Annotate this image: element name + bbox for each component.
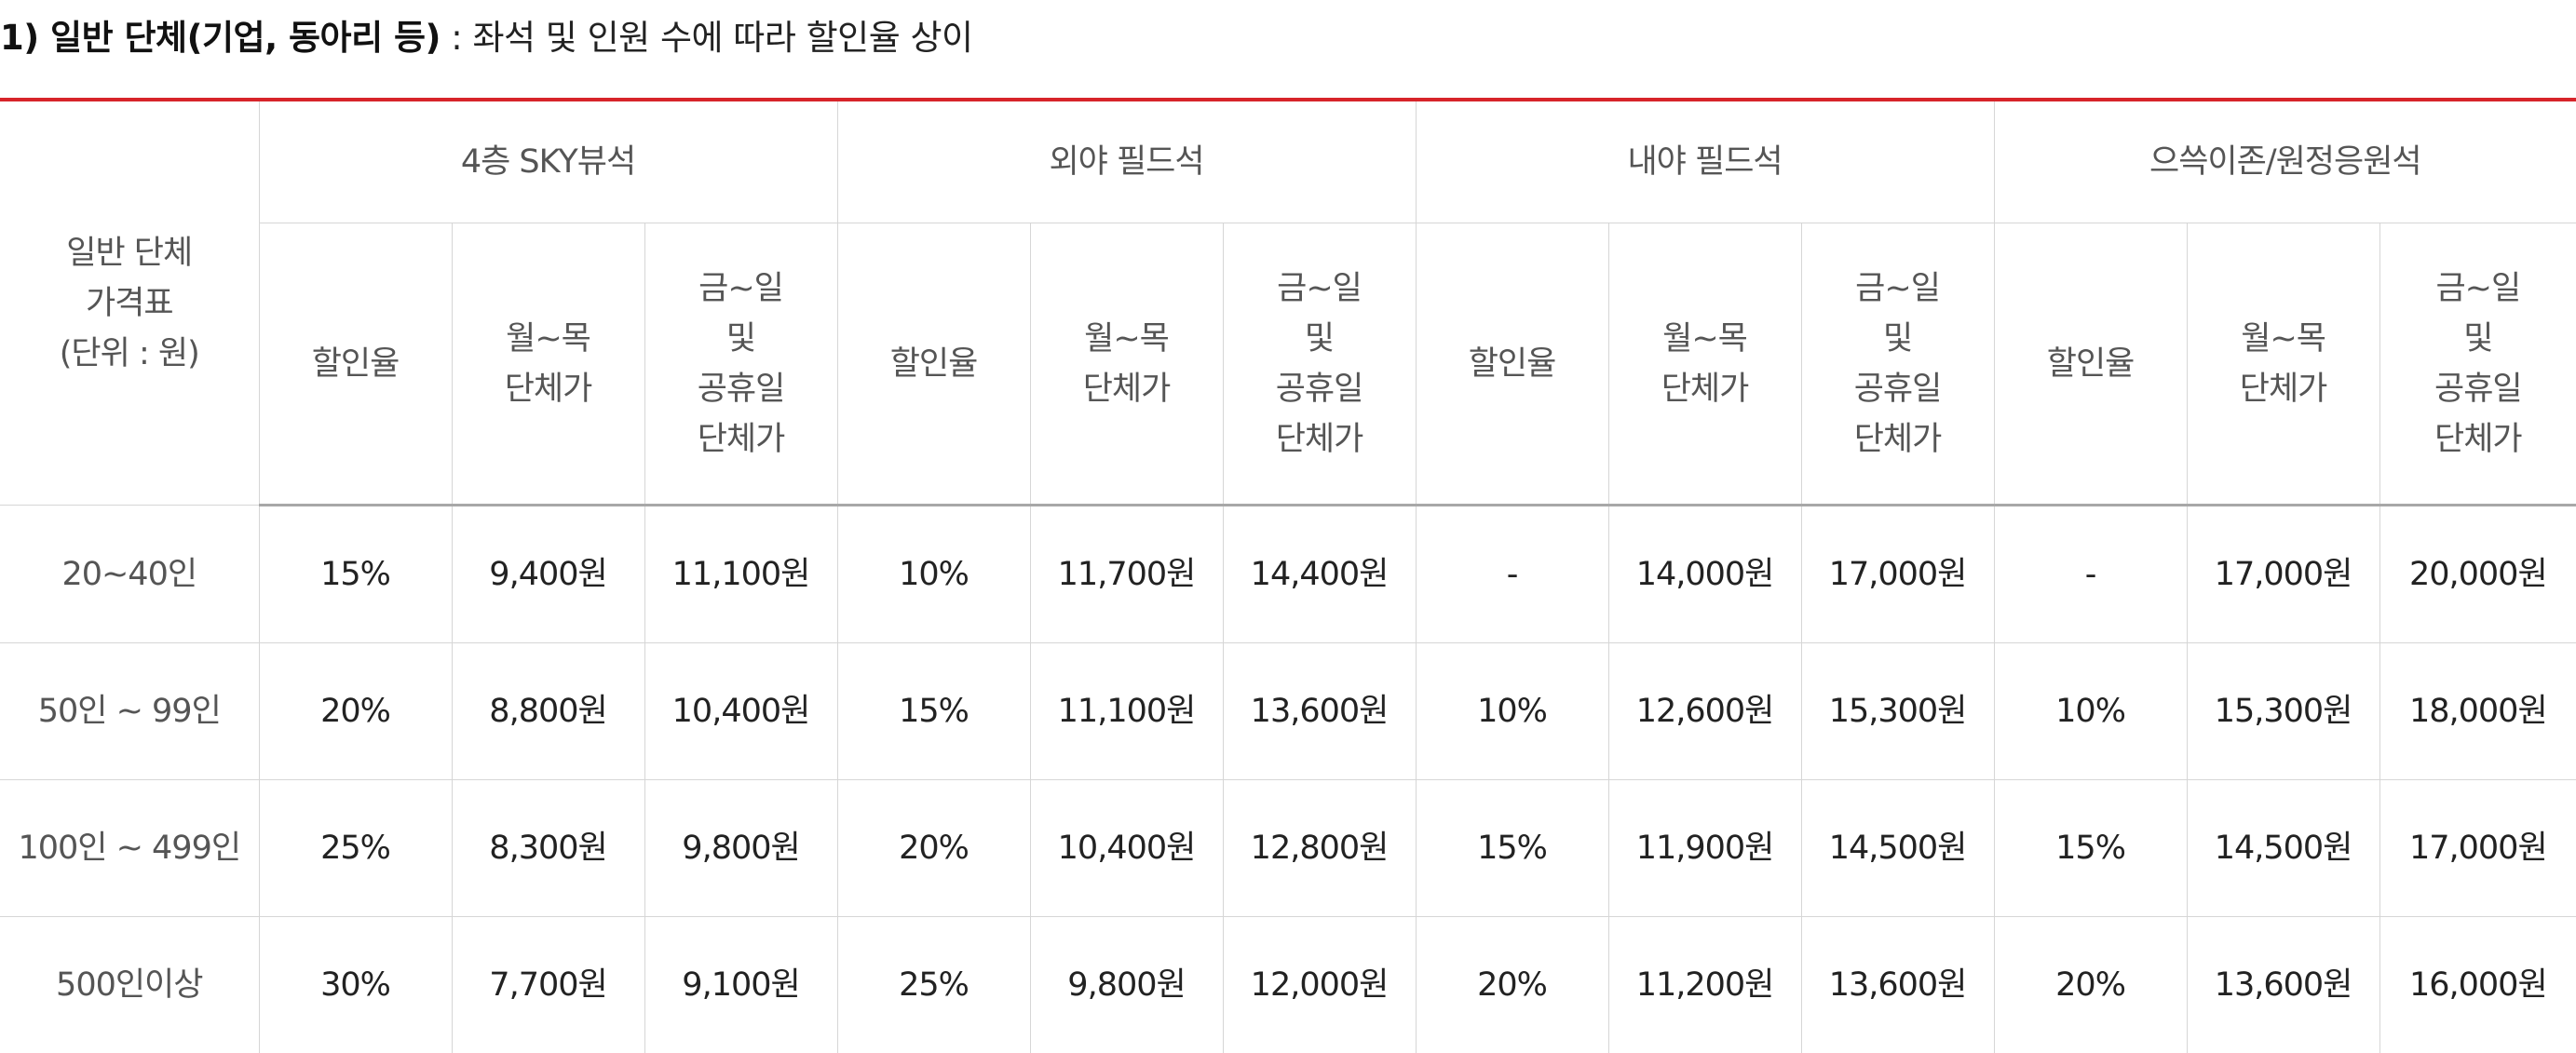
group-header-row: 일반 단체 가격표 (단위 : 원) 4층 SKY뷰석 외야 필드석 내야 필드… bbox=[0, 101, 2576, 223]
row-label: 100인 ~ 499인 bbox=[0, 780, 259, 917]
group-header: 외야 필드석 bbox=[837, 101, 1416, 223]
table-cell: 20% bbox=[1994, 917, 2187, 1053]
subheader-weekend-price: 금~일 및 공휴일 단체가 bbox=[2379, 223, 2576, 506]
group-header: 4층 SKY뷰석 bbox=[259, 101, 837, 223]
table-cell: 15,300원 bbox=[2187, 643, 2379, 780]
table-cell: 18,000원 bbox=[2379, 643, 2576, 780]
table-row: 20~40인 15% 9,400원 11,100원 10% 11,700원 14… bbox=[0, 506, 2576, 643]
table-cell: - bbox=[1994, 506, 2187, 643]
subheader-weekday-price: 월~목 단체가 bbox=[1030, 223, 1223, 506]
table-cell: 17,000원 bbox=[1801, 506, 1994, 643]
table-cell: 7,700원 bbox=[452, 917, 644, 1053]
subheader-weekend-price: 금~일 및 공휴일 단체가 bbox=[1801, 223, 1994, 506]
subheader-weekend-price: 금~일 및 공휴일 단체가 bbox=[1223, 223, 1416, 506]
subheader-discount: 할인율 bbox=[259, 223, 452, 506]
table-cell: 30% bbox=[259, 917, 452, 1053]
table-cell: 20% bbox=[1416, 917, 1608, 1053]
table-cell: - bbox=[1416, 506, 1608, 643]
table-cell: 11,700원 bbox=[1030, 506, 1223, 643]
table-cell: 16,000원 bbox=[2379, 917, 2576, 1053]
subheader-weekday-price: 월~목 단체가 bbox=[452, 223, 644, 506]
section-heading: 1) 일반 단체(기업, 동아리 등) : 좌석 및 인원 수에 따라 할인율 … bbox=[0, 6, 973, 71]
table-cell: 17,000원 bbox=[2187, 506, 2379, 643]
table-cell: 17,000원 bbox=[2379, 780, 2576, 917]
table-cell: 11,200원 bbox=[1608, 917, 1801, 1053]
subheader-weekend-price: 금~일 및 공휴일 단체가 bbox=[644, 223, 837, 506]
table-cell: 15% bbox=[259, 506, 452, 643]
table-cell: 25% bbox=[259, 780, 452, 917]
table-cell: 9,800원 bbox=[1030, 917, 1223, 1053]
table-cell: 10% bbox=[837, 506, 1030, 643]
row-label: 50인 ~ 99인 bbox=[0, 643, 259, 780]
table-cell: 15% bbox=[1994, 780, 2187, 917]
subheader-weekday-price: 월~목 단체가 bbox=[2187, 223, 2379, 506]
table-cell: 20% bbox=[259, 643, 452, 780]
table-cell: 15,300원 bbox=[1801, 643, 1994, 780]
subheader-discount: 할인율 bbox=[1416, 223, 1608, 506]
table-cell: 14,500원 bbox=[1801, 780, 1994, 917]
table-cell: 13,600원 bbox=[1801, 917, 1994, 1053]
table-row: 100인 ~ 499인 25% 8,300원 9,800원 20% 10,400… bbox=[0, 780, 2576, 917]
table-cell: 14,400원 bbox=[1223, 506, 1416, 643]
table-cell: 8,300원 bbox=[452, 780, 644, 917]
heading-title: 1) 일반 단체(기업, 동아리 등) bbox=[0, 18, 441, 58]
group-price-table: 일반 단체 가격표 (단위 : 원) 4층 SKY뷰석 외야 필드석 내야 필드… bbox=[0, 101, 2576, 1053]
subheader-discount: 할인율 bbox=[1994, 223, 2187, 506]
table-cell: 9,400원 bbox=[452, 506, 644, 643]
subheader-discount: 할인율 bbox=[837, 223, 1030, 506]
table-cell: 13,600원 bbox=[1223, 643, 1416, 780]
group-header: 내야 필드석 bbox=[1416, 101, 1994, 223]
table-cell: 15% bbox=[837, 643, 1030, 780]
table-cell: 13,600원 bbox=[2187, 917, 2379, 1053]
row-label: 20~40인 bbox=[0, 506, 259, 643]
table-cell: 11,100원 bbox=[1030, 643, 1223, 780]
table-cell: 12,600원 bbox=[1608, 643, 1801, 780]
table-cell: 12,800원 bbox=[1223, 780, 1416, 917]
table-cell: 9,800원 bbox=[644, 780, 837, 917]
table-cell: 11,100원 bbox=[644, 506, 837, 643]
row-label: 500인이상 bbox=[0, 917, 259, 1053]
table-cell: 10% bbox=[1416, 643, 1608, 780]
table-cell: 10,400원 bbox=[644, 643, 837, 780]
table-row: 50인 ~ 99인 20% 8,800원 10,400원 15% 11,100원… bbox=[0, 643, 2576, 780]
sub-header-row: 할인율 월~목 단체가 금~일 및 공휴일 단체가 할인율 월~목 단체가 금~… bbox=[0, 223, 2576, 506]
table-cell: 9,100원 bbox=[644, 917, 837, 1053]
table-cell: 12,000원 bbox=[1223, 917, 1416, 1053]
table-cell: 10,400원 bbox=[1030, 780, 1223, 917]
corner-header: 일반 단체 가격표 (단위 : 원) bbox=[0, 101, 259, 506]
table-cell: 10% bbox=[1994, 643, 2187, 780]
table-cell: 20,000원 bbox=[2379, 506, 2576, 643]
table-row: 500인이상 30% 7,700원 9,100원 25% 9,800원 12,0… bbox=[0, 917, 2576, 1053]
table-cell: 8,800원 bbox=[452, 643, 644, 780]
price-table-container: 일반 단체 가격표 (단위 : 원) 4층 SKY뷰석 외야 필드석 내야 필드… bbox=[0, 98, 2576, 1053]
table-cell: 20% bbox=[837, 780, 1030, 917]
subheader-weekday-price: 월~목 단체가 bbox=[1608, 223, 1801, 506]
table-cell: 14,500원 bbox=[2187, 780, 2379, 917]
table-cell: 15% bbox=[1416, 780, 1608, 917]
table-cell: 14,000원 bbox=[1608, 506, 1801, 643]
group-header: 으쓱이존/원정응원석 bbox=[1994, 101, 2576, 223]
heading-description: : 좌석 및 인원 수에 따라 할인율 상이 bbox=[441, 18, 973, 58]
table-cell: 11,900원 bbox=[1608, 780, 1801, 917]
table-cell: 25% bbox=[837, 917, 1030, 1053]
